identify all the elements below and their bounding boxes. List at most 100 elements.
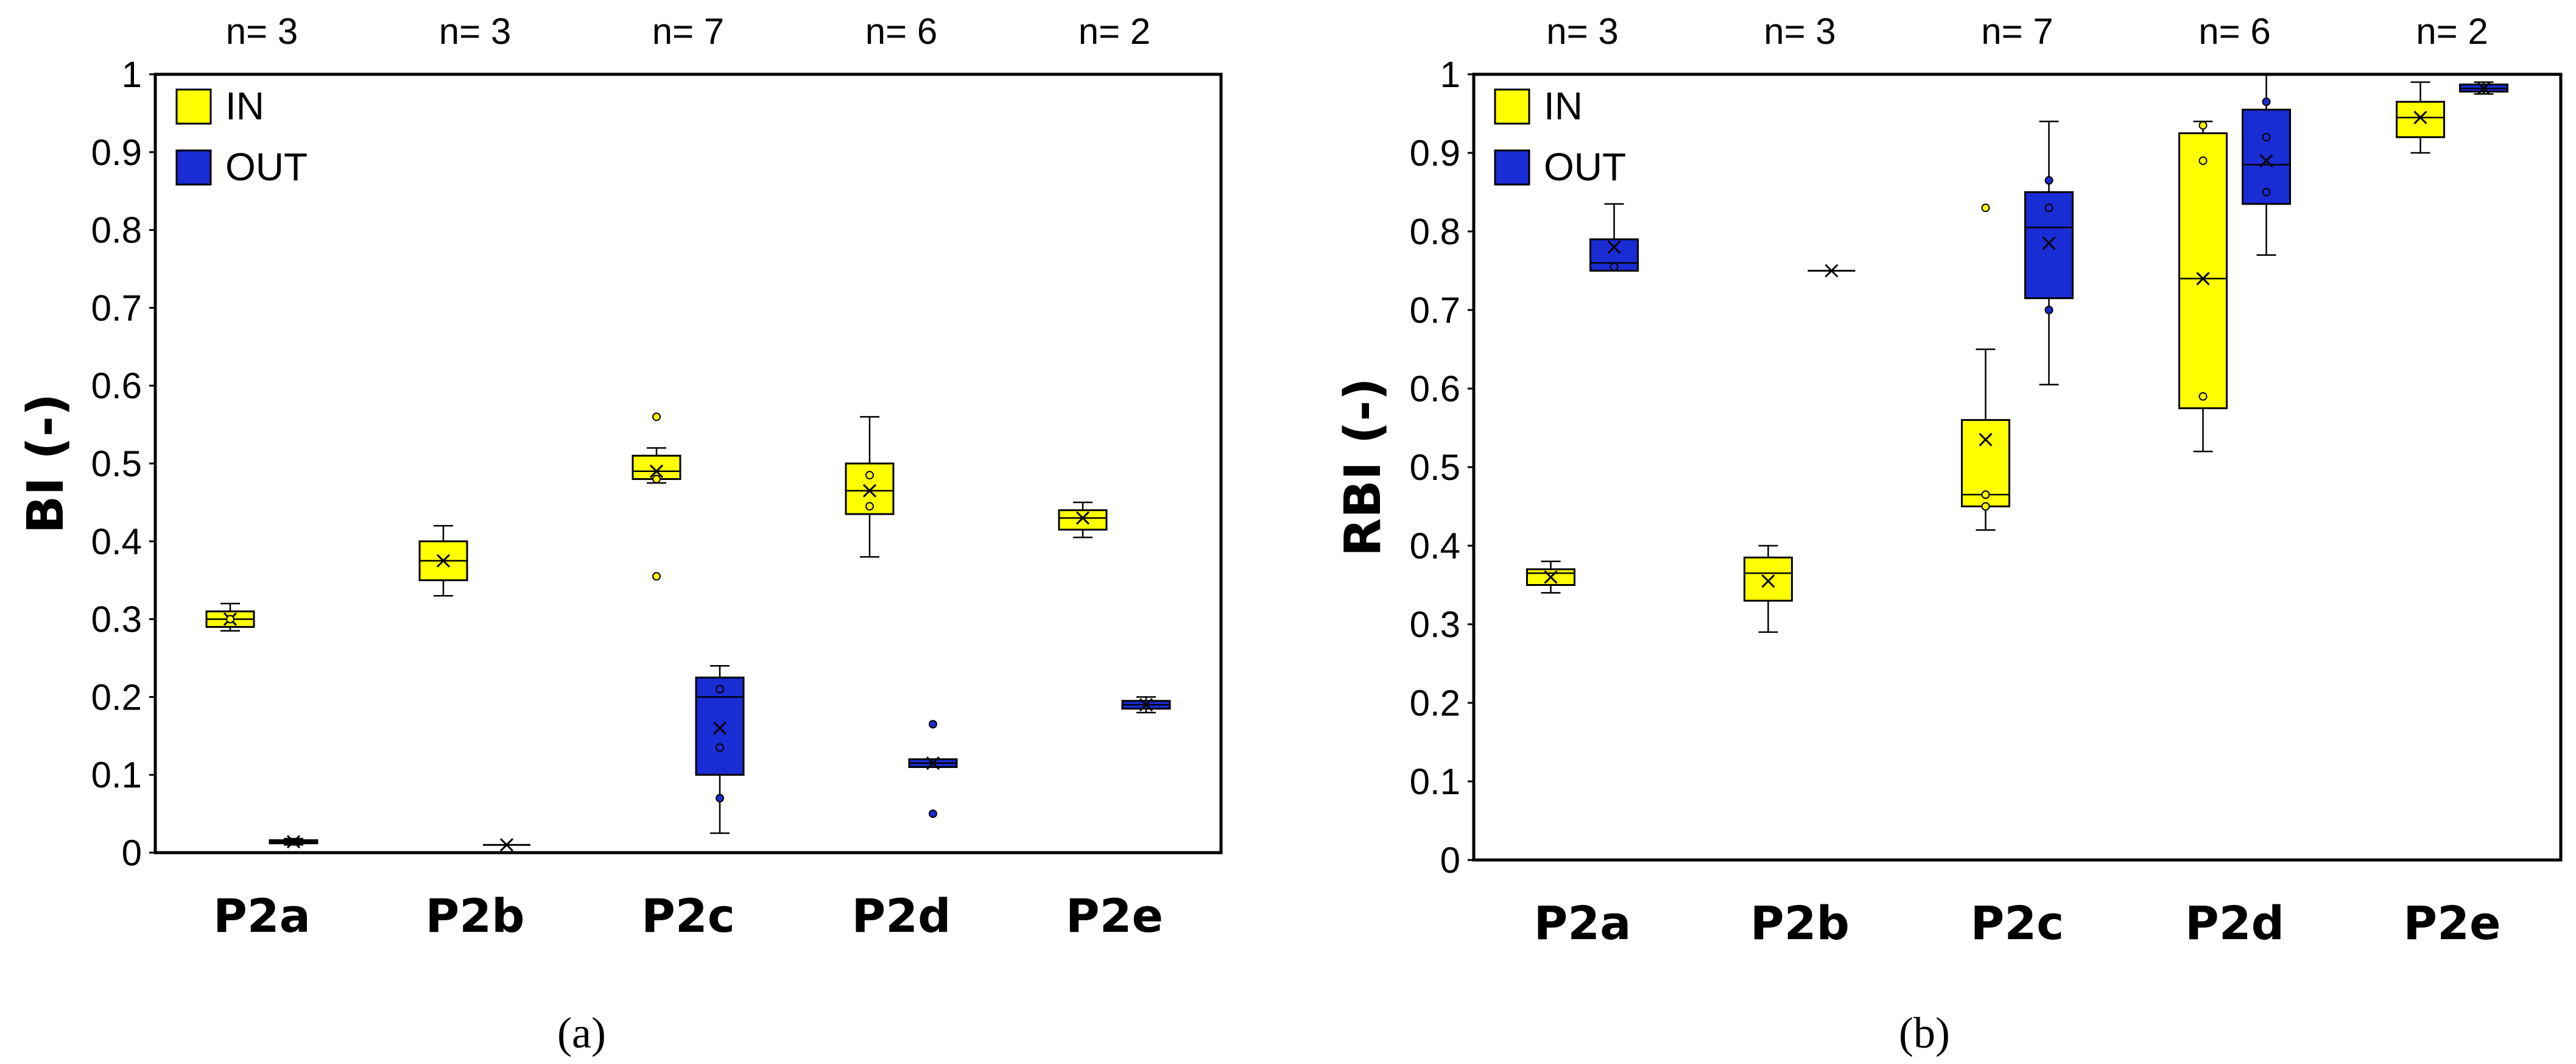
chart-panel-a: 0 0.1 0.2 0.3 0.4 0.5 0.6 0.7 0.8 0.9 1 BI (-) P2a n=… bbox=[17, 11, 1223, 1057]
chart-panel-b: 0 0.1 0.2 0.3 0.4 0.5 0.6 0.7 0.8 0.9 1 RBI (-) P2a n… bbox=[1334, 11, 2563, 1057]
data-point bbox=[716, 685, 724, 694]
n-count-label: n= 6 bbox=[865, 11, 937, 52]
data-point bbox=[865, 502, 874, 511]
y-tick-label: 0 bbox=[1440, 840, 1460, 881]
mean-marker bbox=[2477, 82, 2491, 96]
data-point bbox=[929, 720, 937, 729]
y-tick-label: 0.4 bbox=[91, 521, 142, 562]
y-tick-label: 0.1 bbox=[1410, 761, 1460, 802]
panel-caption: (a) bbox=[557, 1009, 606, 1057]
mean-marker bbox=[1075, 511, 1090, 525]
box-out-p2e bbox=[1121, 696, 1171, 714]
n-count-label: n= 7 bbox=[1981, 11, 2053, 52]
plot-frame bbox=[1472, 72, 2563, 862]
x-category-label: P2e bbox=[1066, 889, 1163, 943]
data-point bbox=[652, 412, 661, 421]
y-tick-label: 1 bbox=[122, 54, 142, 95]
box-out-p2b bbox=[483, 838, 530, 852]
x-category-label: P2e bbox=[2403, 896, 2500, 950]
data-point bbox=[865, 471, 874, 480]
box-in-p2a bbox=[1526, 560, 1575, 594]
x-category-label: P2d bbox=[852, 889, 951, 943]
mean-marker bbox=[436, 554, 451, 568]
mean-marker bbox=[1761, 574, 1775, 588]
mean-marker bbox=[862, 484, 877, 498]
legend-swatch-out bbox=[175, 149, 212, 186]
y-tick-label: 0.4 bbox=[1410, 526, 1460, 566]
box-iqr bbox=[1058, 509, 1108, 531]
box-out-p2b bbox=[1807, 264, 1856, 278]
mean-marker bbox=[926, 756, 940, 770]
data-point bbox=[1981, 502, 1990, 511]
y-tick-label: 0.7 bbox=[1410, 290, 1460, 331]
mean-marker bbox=[649, 464, 664, 478]
legend-label-in: IN bbox=[225, 84, 264, 128]
x-category-label: P2b bbox=[1750, 896, 1849, 950]
mean-marker bbox=[2259, 153, 2273, 167]
data-point bbox=[2198, 392, 2208, 401]
n-count-label: n= 3 bbox=[1546, 11, 1618, 52]
y-tick-label: 0.3 bbox=[91, 599, 142, 640]
box-in-p2a bbox=[205, 602, 255, 632]
x-category-label: P2c bbox=[641, 889, 735, 943]
y-tick-label: 0 bbox=[122, 833, 142, 873]
n-count-label: n= 6 bbox=[2198, 11, 2270, 52]
mean-marker bbox=[2042, 236, 2056, 250]
mean-marker bbox=[2196, 272, 2210, 286]
box-iqr bbox=[2178, 132, 2228, 409]
n-count-label: n= 2 bbox=[2416, 11, 2488, 52]
n-count-label: n= 3 bbox=[439, 11, 511, 52]
data-point bbox=[716, 743, 724, 752]
data-point bbox=[2262, 97, 2271, 107]
mean-marker bbox=[1607, 240, 1621, 254]
data-point bbox=[2198, 121, 2208, 130]
box-out-p2a bbox=[269, 835, 318, 849]
n-count-label: n= 3 bbox=[226, 11, 298, 52]
y-tick-label: 1 bbox=[1440, 54, 1460, 95]
box-out-p2e bbox=[2459, 81, 2508, 96]
data-point bbox=[2044, 203, 2053, 213]
x-category-label: P2d bbox=[2185, 896, 2284, 950]
y-tick-label: 0.6 bbox=[91, 365, 142, 406]
data-point bbox=[2044, 176, 2053, 185]
legend-label-out: OUT bbox=[225, 145, 308, 189]
y-tick-label: 0.2 bbox=[91, 677, 142, 717]
data-point bbox=[226, 615, 234, 624]
y-tick-label: 0.6 bbox=[1410, 368, 1460, 409]
y-tick-label: 0.8 bbox=[1410, 211, 1460, 252]
mean-marker bbox=[713, 721, 727, 735]
y-tick-label: 0.5 bbox=[1410, 447, 1460, 488]
mean-marker bbox=[286, 835, 301, 849]
mean-marker bbox=[1979, 432, 1993, 446]
data-point bbox=[1981, 490, 1990, 499]
y-axis-label: BI (-) bbox=[17, 393, 75, 534]
data-point bbox=[2198, 156, 2208, 165]
mean-marker bbox=[1825, 264, 1839, 278]
x-category-label: P2b bbox=[426, 889, 525, 943]
legend-label-out: OUT bbox=[1544, 145, 1626, 189]
legend-swatch-in bbox=[175, 88, 212, 125]
box-in-p2e bbox=[2396, 81, 2445, 154]
data-point bbox=[1610, 262, 1619, 272]
y-tick-label: 0.7 bbox=[91, 287, 142, 328]
n-count-label: n= 2 bbox=[1079, 11, 1150, 52]
box-in-p2d bbox=[845, 416, 895, 558]
mean-marker bbox=[2413, 110, 2427, 125]
data-point bbox=[2044, 306, 2053, 314]
box-out-p2c bbox=[2024, 121, 2074, 386]
n-count-label: n= 3 bbox=[1764, 11, 1835, 52]
box-out-p2d bbox=[908, 720, 958, 819]
data-point bbox=[1981, 203, 1990, 213]
y-tick-label: 0.3 bbox=[1410, 604, 1460, 645]
data-point bbox=[652, 572, 661, 581]
legend-swatch-in bbox=[1494, 88, 1530, 125]
mean-marker bbox=[499, 838, 514, 852]
box-in-p2b bbox=[1744, 544, 1793, 633]
y-tick-label: 0.8 bbox=[91, 210, 142, 251]
data-point bbox=[652, 474, 661, 484]
plot-frame bbox=[153, 72, 1223, 854]
x-category-label: P2a bbox=[1534, 896, 1631, 950]
box-iqr bbox=[1744, 556, 1793, 602]
y-tick-label: 0.1 bbox=[91, 755, 142, 795]
